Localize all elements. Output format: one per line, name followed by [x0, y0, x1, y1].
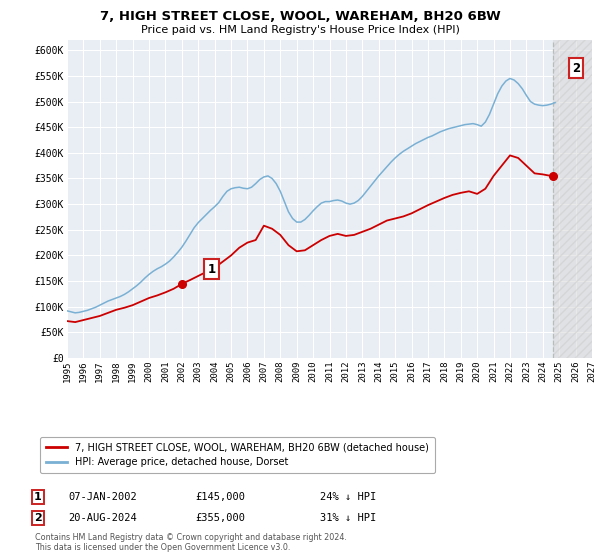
Text: 2: 2	[34, 513, 42, 523]
Legend: 7, HIGH STREET CLOSE, WOOL, WAREHAM, BH20 6BW (detached house), HPI: Average pri: 7, HIGH STREET CLOSE, WOOL, WAREHAM, BH2…	[40, 437, 434, 473]
Text: £355,000: £355,000	[195, 513, 245, 523]
Text: 1: 1	[34, 492, 42, 502]
Text: Contains HM Land Registry data © Crown copyright and database right 2024.
This d: Contains HM Land Registry data © Crown c…	[35, 533, 347, 552]
Bar	[553, 40, 592, 358]
Text: 2: 2	[572, 62, 580, 74]
Text: £145,000: £145,000	[195, 492, 245, 502]
Text: 31% ↓ HPI: 31% ↓ HPI	[320, 513, 376, 523]
Text: 24% ↓ HPI: 24% ↓ HPI	[320, 492, 376, 502]
Text: 7, HIGH STREET CLOSE, WOOL, WAREHAM, BH20 6BW: 7, HIGH STREET CLOSE, WOOL, WAREHAM, BH2…	[100, 10, 500, 23]
Text: Price paid vs. HM Land Registry's House Price Index (HPI): Price paid vs. HM Land Registry's House …	[140, 25, 460, 35]
Text: 20-AUG-2024: 20-AUG-2024	[68, 513, 137, 523]
Text: 07-JAN-2002: 07-JAN-2002	[68, 492, 137, 502]
Text: 1: 1	[208, 263, 216, 276]
